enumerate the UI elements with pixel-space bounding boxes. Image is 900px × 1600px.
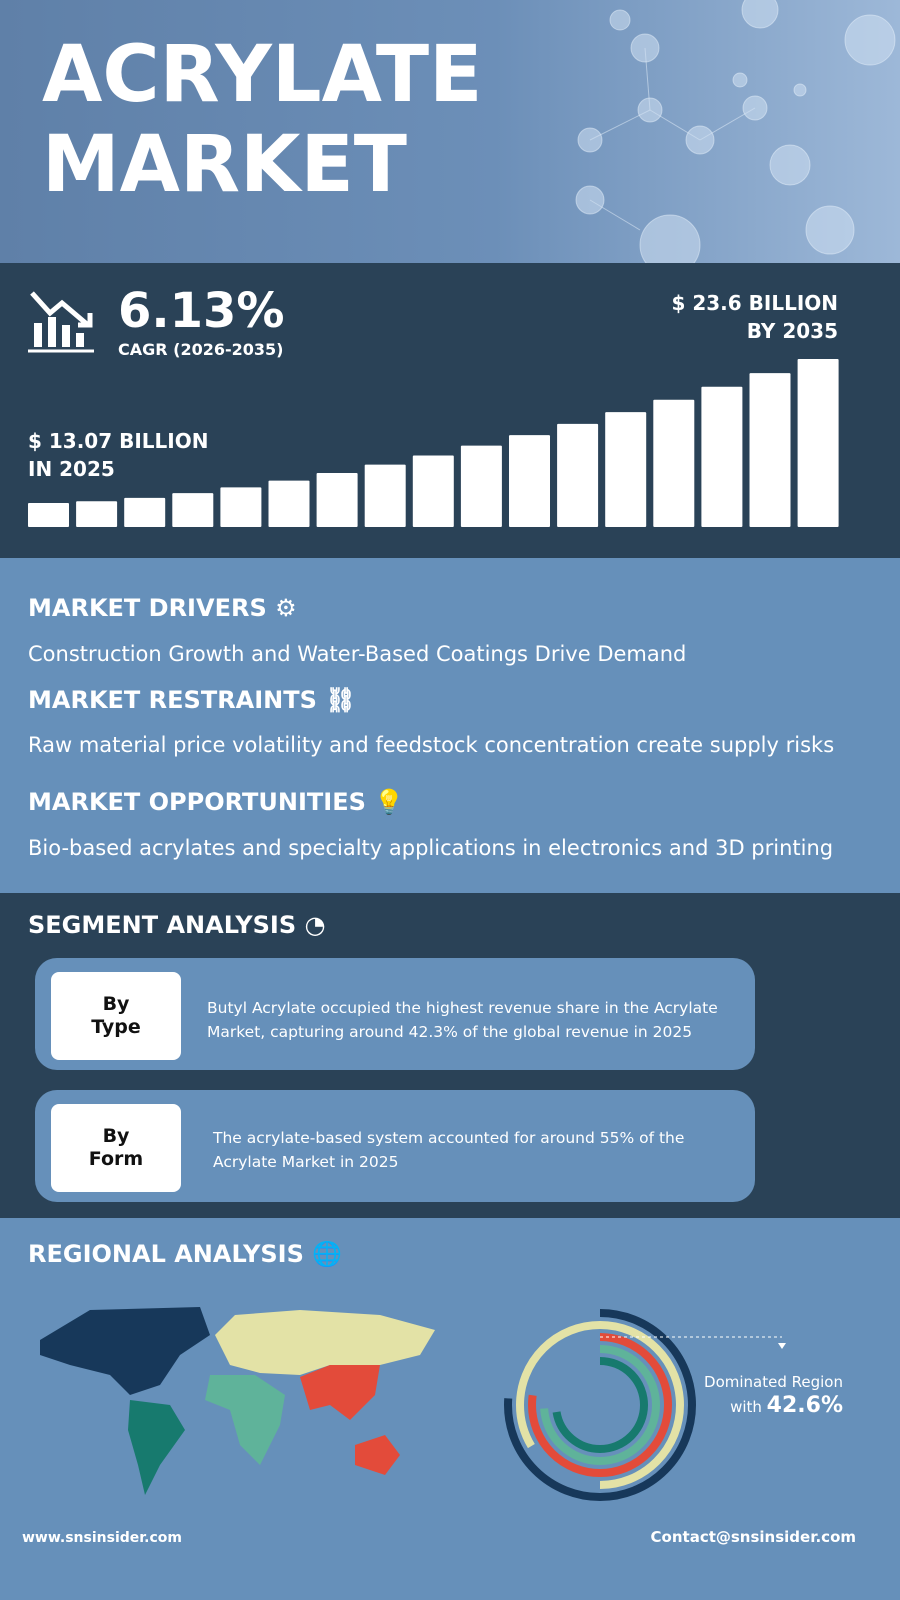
growth-bar <box>653 399 695 527</box>
growth-bar <box>412 455 454 527</box>
growth-bar <box>364 464 406 527</box>
label-line: Type <box>91 1016 141 1038</box>
heading-text: REGIONAL ANALYSIS <box>28 1240 304 1268</box>
share-value: 42.6% <box>766 1393 843 1418</box>
opportunities-heading: MARKET OPPORTUNITIES 💡 <box>28 788 405 816</box>
heading-text: MARKET DRIVERS <box>28 594 267 622</box>
drivers-heading: MARKET DRIVERS ⚙ <box>28 594 297 622</box>
regional-graphic <box>40 1307 786 1501</box>
title: ACRYLATE MARKET <box>42 30 482 210</box>
segment-text: The acrylate-based system accounted for … <box>213 1129 685 1171</box>
world-map <box>40 1307 435 1495</box>
ring <box>552 1357 648 1453</box>
heading-text: SEGMENT ANALYSIS <box>28 911 297 939</box>
restraints-text: Raw material price volatility and feedst… <box>28 733 835 757</box>
segment-card: By Type Butyl Acrylate occupied the highe… <box>35 958 755 1070</box>
title-line: MARKET <box>42 120 407 210</box>
drivers-text: Construction Growth and Water-Based Coat… <box>28 642 687 666</box>
growth-bar <box>268 480 310 527</box>
ring <box>540 1345 660 1465</box>
growth-bar <box>509 435 550 527</box>
growth-bar <box>76 501 118 527</box>
note-line: with 42.6% <box>704 1394 843 1419</box>
contact: Contact@snsinsider.com <box>650 1528 856 1546</box>
growth-bar <box>701 386 743 527</box>
share-rings <box>504 1309 696 1501</box>
end-line: BY 2035 <box>746 319 838 343</box>
start-value: $ 13.07 BILLION IN 2025 <box>28 427 208 483</box>
growth-bar <box>124 497 166 527</box>
north-america <box>40 1307 210 1395</box>
pointer-head <box>778 1343 786 1349</box>
cagr-label: CAGR (2026-2035) <box>118 340 284 359</box>
growth-panel: 6.13% CAGR (2026-2035) $ 23.6 BILLION BY… <box>0 263 900 558</box>
asia-pacific <box>300 1365 380 1420</box>
heading-text: MARKET RESTRAINTS <box>28 686 317 714</box>
chart-icon <box>28 291 94 353</box>
growth-bar <box>605 412 647 527</box>
start-line: $ 13.07 BILLION <box>28 429 209 453</box>
heading-text: MARKET OPPORTUNITIES <box>28 788 366 816</box>
growth-bar <box>557 423 599 527</box>
label-line: Form <box>88 1148 144 1170</box>
growth-bar <box>460 445 502 527</box>
cagr-value: 6.13% <box>118 283 285 339</box>
europe-asia <box>215 1310 435 1375</box>
header: ACRYLATE MARKET <box>0 0 900 263</box>
molecule-art <box>575 0 896 263</box>
end-value: $ 23.6 BILLION BY 2035 <box>671 289 838 345</box>
segment-text: Butyl Acrylate occupied the highest reve… <box>207 999 718 1041</box>
growth-graphic <box>28 291 839 527</box>
website: www.snsinsider.com <box>22 1530 183 1546</box>
dominated-note: Dominated Region with 42.6% <box>704 1370 843 1419</box>
label-line: By <box>102 1125 130 1147</box>
label-line: By <box>102 993 130 1015</box>
start-line: IN 2025 <box>28 457 115 481</box>
oceania <box>355 1435 400 1475</box>
segment-label: By Type <box>51 972 181 1060</box>
growth-bar <box>172 493 214 527</box>
end-line: $ 23.6 BILLION <box>671 291 838 315</box>
title-line: ACRYLATE <box>42 30 483 120</box>
opportunities-text: Bio-based acrylates and specialty applic… <box>28 836 834 860</box>
segment-card: By Form The acrylate-based system account… <box>35 1090 755 1202</box>
growth-bar <box>28 503 69 527</box>
growth-bar <box>797 359 839 527</box>
growth-bar <box>749 373 791 527</box>
africa <box>205 1375 285 1465</box>
restraints-heading: MARKET RESTRAINTS ⛓ <box>28 686 356 714</box>
growth-bar <box>316 473 358 527</box>
note-line: Dominated Region <box>704 1373 843 1391</box>
ring <box>516 1321 684 1489</box>
regional-heading: REGIONAL ANALYSIS 🌐 <box>28 1240 343 1268</box>
growth-bar <box>220 487 262 527</box>
ring <box>504 1309 696 1501</box>
south-america <box>128 1400 185 1495</box>
segment-label: By Form <box>51 1104 181 1192</box>
with-text: with <box>730 1398 762 1416</box>
segment-panel: SEGMENT ANALYSIS ◔ By Type Butyl Acrylate… <box>0 893 900 1218</box>
segment-heading: SEGMENT ANALYSIS ◔ <box>28 911 326 939</box>
